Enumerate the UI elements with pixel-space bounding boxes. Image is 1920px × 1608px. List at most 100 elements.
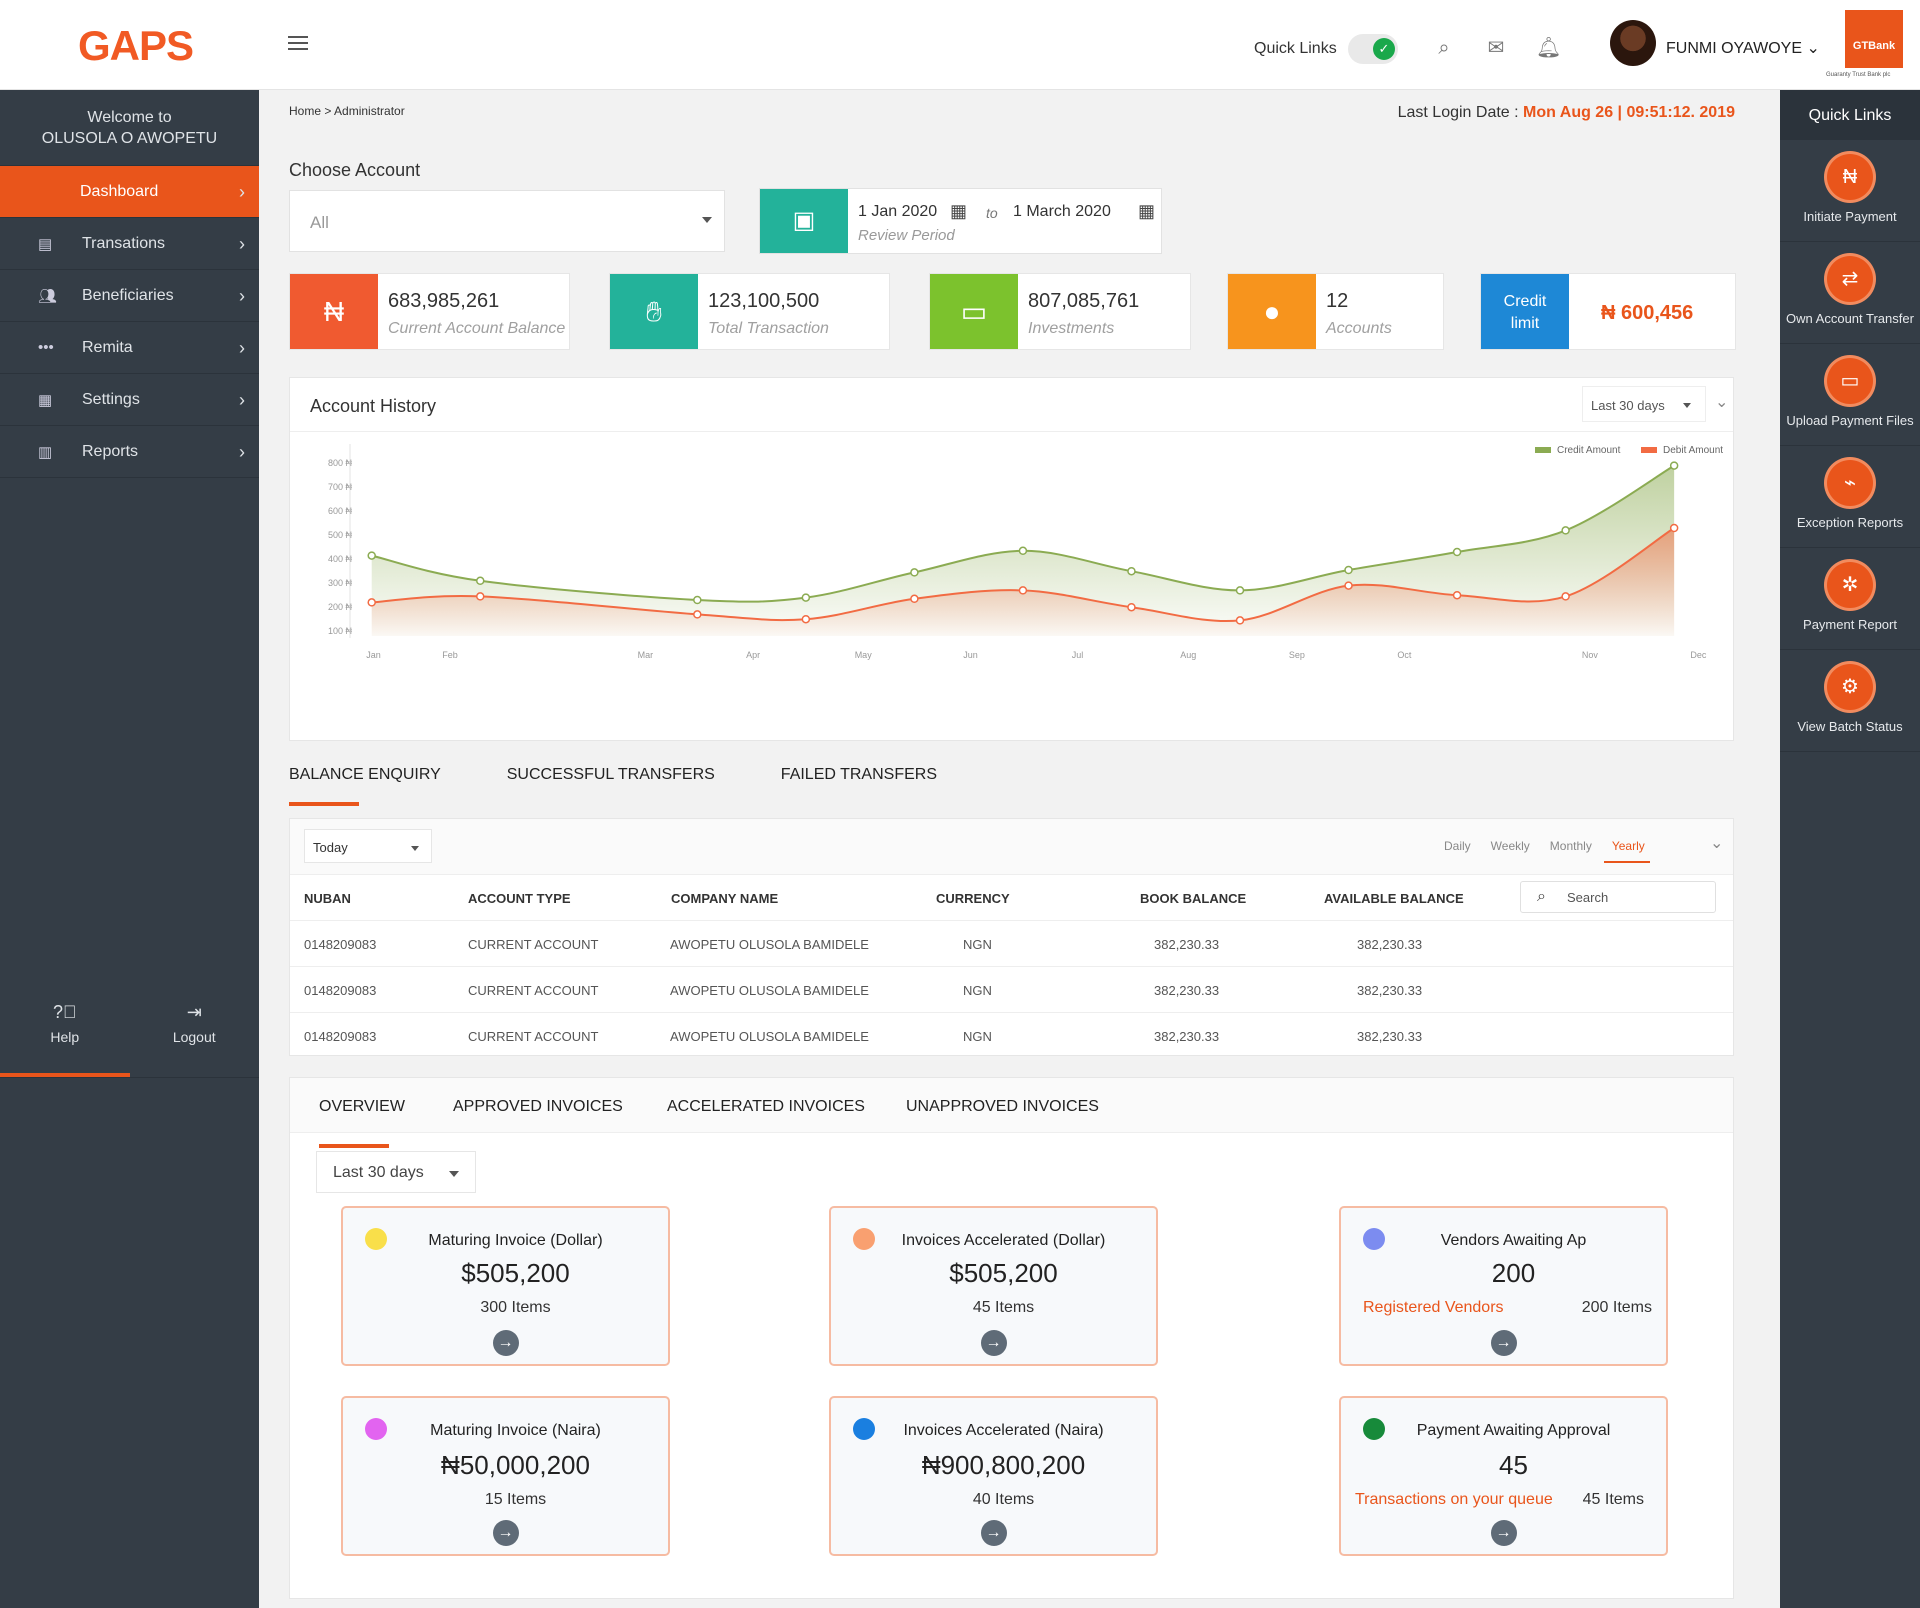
help-label: Help (50, 1029, 80, 1045)
arrow-right-icon[interactable]: → (1490, 1520, 1517, 1546)
table-row[interactable]: 0148209083 CURRENT ACCOUNT AWOPETU OLUSO… (290, 1013, 1733, 1059)
welcome-text: Welcome to (87, 109, 172, 126)
help-button[interactable]: ?⃝ Help (0, 1002, 130, 1077)
quick-link-own-account-transfer[interactable]: ⇄ Own Account Transfer (1780, 242, 1920, 344)
invoice-range-select[interactable]: Last 30 days (316, 1151, 476, 1193)
status-dot (1363, 1418, 1385, 1440)
date-picker-icon[interactable]: ▦ (950, 201, 968, 221)
credit-limit-card[interactable]: Credit limit ₦ 600,456 (1480, 273, 1736, 350)
arrow-right-icon[interactable]: → (492, 1330, 519, 1356)
sidebar-item-remita[interactable]: ••• Remita › (0, 322, 259, 374)
menu-toggle-icon[interactable] (288, 36, 308, 52)
logout-button[interactable]: ⇥ Logout (130, 1002, 260, 1077)
exception-reports-icon: ⌁ (1827, 460, 1873, 506)
card-value: $505,200 (949, 1258, 1058, 1288)
series-line (371, 464, 1675, 603)
table-row[interactable]: 0148209083 CURRENT ACCOUNT AWOPETU OLUSO… (290, 967, 1733, 1013)
period-to[interactable]: 1 March 2020 (1013, 203, 1111, 220)
column-header[interactable]: COMPANY NAME (671, 891, 779, 906)
quick-link-view-batch-status[interactable]: ⚙ View Batch Status (1780, 650, 1920, 752)
period-tab-monthly[interactable]: Monthly (1549, 839, 1592, 853)
calendar-icon: ▣ (760, 189, 848, 253)
x-tick-label: Sep (1289, 650, 1305, 660)
chevron-down-icon[interactable]: ⌄ (1715, 394, 1729, 411)
period-tab-daily[interactable]: Daily (1444, 839, 1471, 853)
transactions-queue-link[interactable]: Transactions on your queue (1355, 1491, 1553, 1508)
sidebar-item-beneficiaries[interactable]: 👥︎ Beneficiaries › (0, 270, 259, 322)
gaps-logo[interactable]: GAPS (78, 22, 194, 69)
sidebar-item-settings[interactable]: ▦ Settings › (0, 374, 259, 426)
invoice-summary-card: Invoices Accelerated (Dollar) $505,200 4… (829, 1206, 1158, 1366)
arrow-right-icon[interactable]: → (980, 1330, 1007, 1356)
quick-link-exception-reports[interactable]: ⌁ Exception Reports (1780, 446, 1920, 548)
quick-link-payment-report[interactable]: ✲ Payment Report (1780, 548, 1920, 650)
mail-icon[interactable]: ✉ (1487, 37, 1505, 59)
tab-unapproved-invoices[interactable]: UNAPPROVED INVOICES (906, 1098, 1099, 1115)
user-menu[interactable]: FUNMI OYAWOYE ⌄ (1666, 38, 1820, 58)
tab-overview[interactable]: OVERVIEW (319, 1098, 405, 1148)
period-tab-weekly[interactable]: Weekly (1490, 839, 1530, 853)
cell-book-balance: 382,230.33 (1154, 937, 1220, 952)
column-header[interactable]: CURRENCY (936, 891, 1010, 906)
last-login-label: Last Login Date : (1397, 104, 1519, 121)
account-select[interactable]: All (289, 190, 725, 252)
credit-label-line2: limit (1510, 315, 1540, 332)
account-select-value: All (310, 213, 329, 232)
table-filter-select[interactable]: Today (304, 829, 432, 863)
table-search-input[interactable]: ⌕ Search (1520, 881, 1716, 913)
arrow-right-icon[interactable]: → (980, 1520, 1007, 1546)
tab-successful-transfers[interactable]: SUCCESSFUL TRANSFERS (506, 766, 715, 783)
stat-label: Total Transaction (708, 320, 829, 337)
column-header[interactable]: NUBAN (304, 891, 351, 906)
chevron-down-icon[interactable]: ⌄ (1710, 835, 1724, 852)
period-tab-yearly[interactable]: Yearly (1603, 839, 1650, 863)
quick-link-label: Own Account Transfer (1786, 311, 1914, 326)
arrow-right-icon[interactable]: → (1490, 1330, 1517, 1356)
y-tick-label: 400 ₦ (328, 554, 353, 564)
data-point (1561, 526, 1570, 535)
history-range-select[interactable]: Last 30 days (1582, 386, 1706, 422)
bell-icon[interactable]: 🔔︎ (1536, 37, 1562, 59)
arrow-right-icon[interactable]: → (492, 1520, 519, 1546)
stat-label: Accounts (1326, 320, 1392, 337)
sidebar-item-dashboard[interactable]: Dashboard › (0, 166, 259, 218)
card-title: Invoices Accelerated (Dollar) (901, 1232, 1106, 1249)
period-from[interactable]: 1 Jan 2020 (858, 203, 938, 220)
column-header[interactable]: AVAILABLE BALANCE (1324, 891, 1464, 906)
card-value: $505,200 (461, 1258, 570, 1288)
credit-limit-label: Credit limit (1481, 274, 1569, 349)
search-icon[interactable]: ⌕ (1438, 37, 1450, 59)
stat-card-balance[interactable]: ₦ 683,985,261 Current Account Balance (289, 273, 570, 350)
sidebar-item-transactions[interactable]: ▤ Transations › (0, 218, 259, 270)
stat-card-accounts[interactable]: ● 12 Accounts (1227, 273, 1444, 350)
column-header[interactable]: BOOK BALANCE (1140, 891, 1247, 906)
tab-balance-enquiry[interactable]: BALANCE ENQUIRY (289, 766, 441, 806)
date-picker-icon[interactable]: ▦ (1138, 201, 1156, 221)
y-tick-label: 100 ₦ (328, 626, 353, 636)
y-tick-label: 300 ₦ (328, 578, 353, 588)
card-value: ₦50,000,200 (441, 1450, 590, 1480)
avatar[interactable] (1610, 20, 1656, 66)
invoice-range-value: Last 30 days (333, 1164, 424, 1181)
data-point (367, 551, 376, 560)
card-value: 45 (1499, 1450, 1528, 1480)
breadcrumb[interactable]: Home > Administrator (289, 104, 405, 118)
quick-links-toggle[interactable]: ✓ (1348, 34, 1398, 64)
chevron-right-icon: › (239, 390, 245, 410)
tab-accelerated-invoices[interactable]: ACCELERATED INVOICES (667, 1098, 865, 1115)
payment-hand-icon: ✋︎ (610, 274, 698, 349)
quick-link-initiate-payment[interactable]: ₦ Initiate Payment (1780, 140, 1920, 242)
x-tick-label: Jul (1072, 650, 1084, 660)
last-login: Last Login Date : Mon Aug 26 | 09:51:12.… (1398, 104, 1735, 122)
invoice-summary-card: Vendors Awaiting Ap 200 Registered Vendo… (1339, 1206, 1668, 1366)
quick-link-upload-payment-files[interactable]: ▭ Upload Payment Files (1780, 344, 1920, 446)
column-header[interactable]: ACCOUNT TYPE (468, 891, 571, 906)
table-row[interactable]: 0148209083 CURRENT ACCOUNT AWOPETU OLUSO… (290, 921, 1733, 967)
stat-card-transactions[interactable]: ✋︎ 123,100,500 Total Transaction (609, 273, 890, 350)
status-dot (365, 1418, 387, 1440)
tab-approved-invoices[interactable]: APPROVED INVOICES (453, 1098, 623, 1115)
stat-card-investments[interactable]: ▭ 807,085,761 Investments (929, 273, 1191, 350)
registered-vendors-link[interactable]: Registered Vendors (1363, 1299, 1504, 1316)
sidebar-item-reports[interactable]: ▥ Reports › (0, 426, 259, 478)
tab-failed-transfers[interactable]: FAILED TRANSFERS (780, 766, 937, 783)
